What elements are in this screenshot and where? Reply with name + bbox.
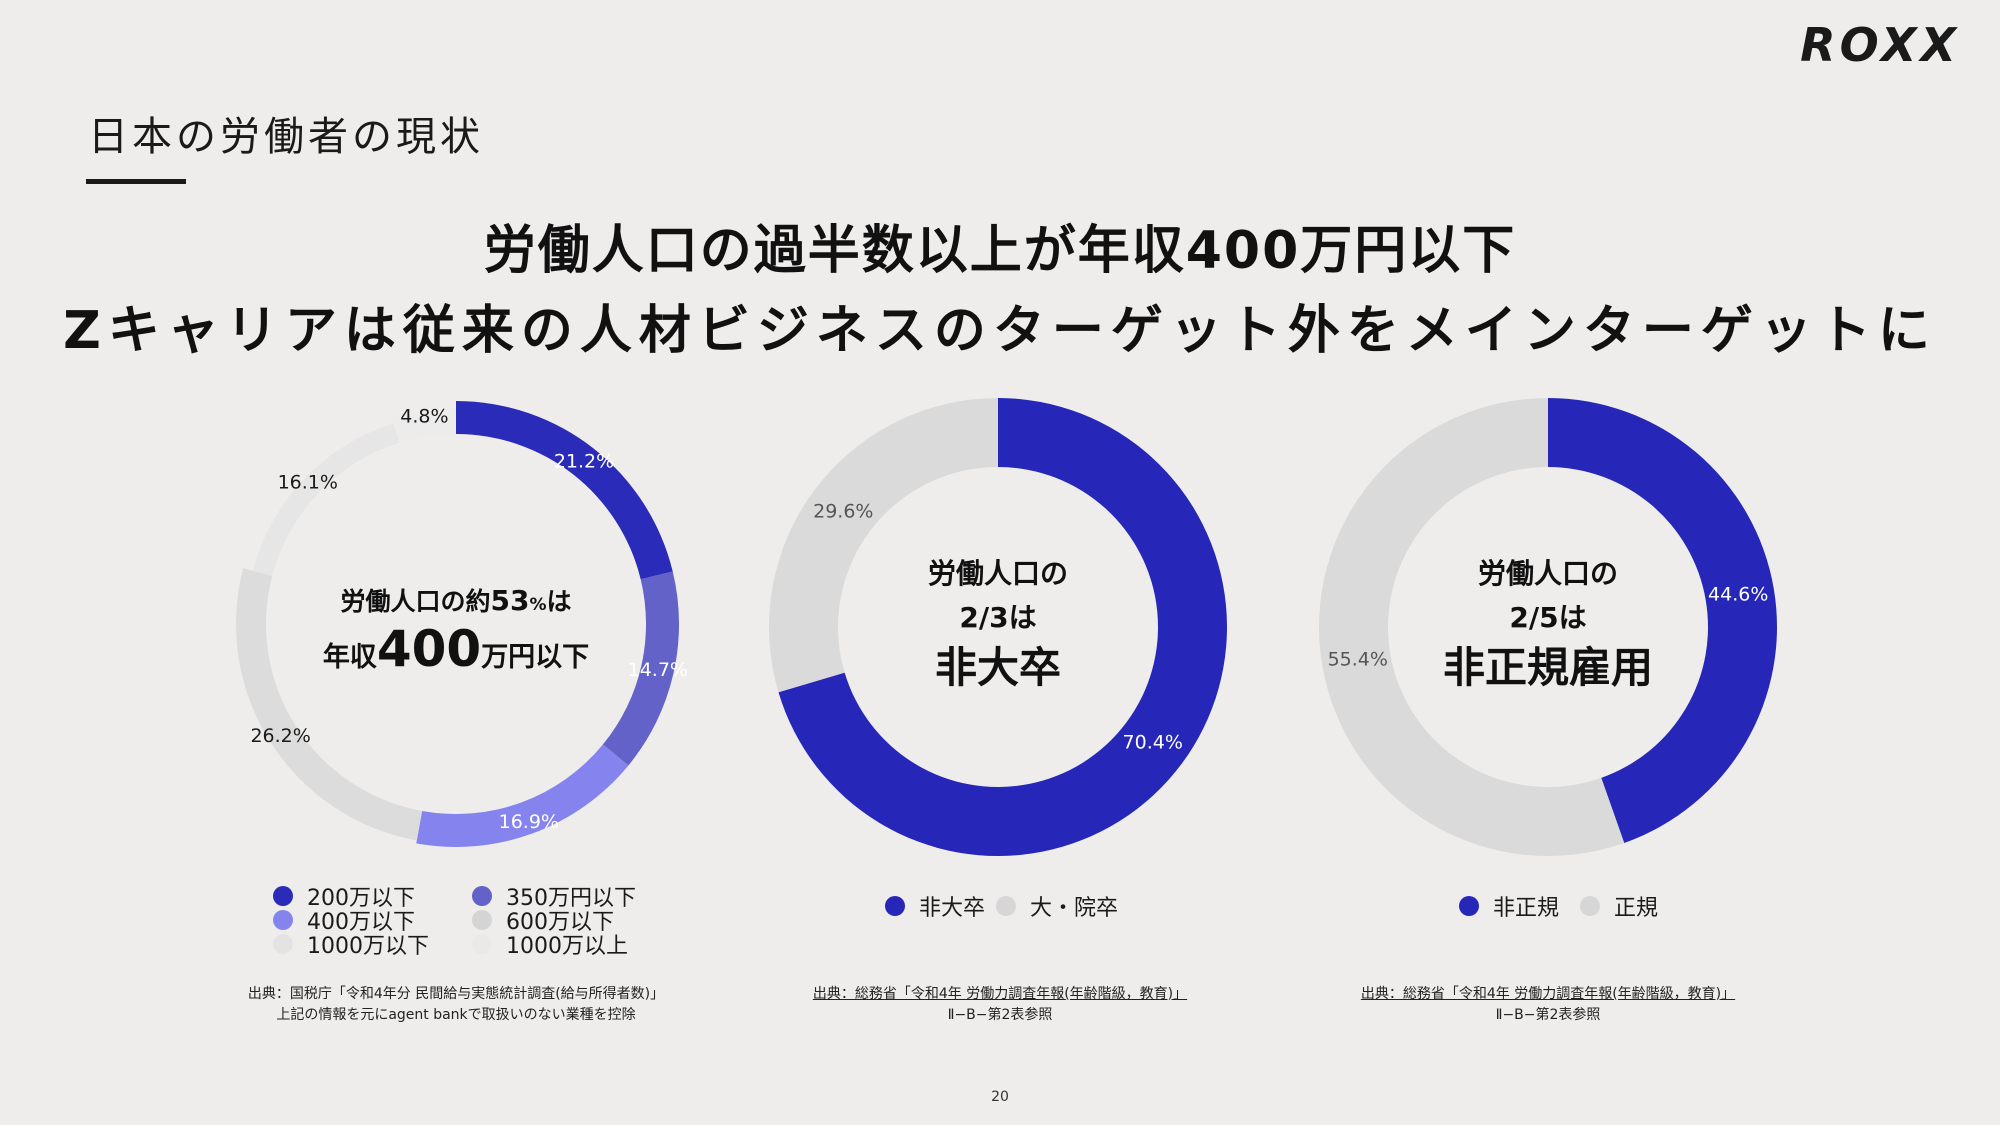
legend-swatch	[1459, 896, 1479, 916]
income-slice-2	[416, 744, 629, 847]
education-center-line-2: 2/3は	[959, 601, 1037, 634]
legend-item-income-350: 350万円以下	[472, 884, 636, 911]
employment-slice-1	[1319, 398, 1625, 856]
income-slice-label-0: 21.2%	[554, 450, 614, 472]
legend-label: 200万以下	[307, 886, 415, 911]
income-source-line-2: 上記の情報を元にagent bankで取扱いのない業種を控除	[276, 1007, 636, 1023]
employment-center-line-2: 2/5は	[1509, 601, 1587, 634]
income-center-particle: は	[546, 587, 572, 616]
education-slice-label-0: 70.4%	[1123, 731, 1183, 753]
employment-center-line-3: 非正規雇用	[1442, 643, 1653, 692]
income-center-percent-sign: %	[529, 595, 547, 615]
education-slice-label-1: 29.6%	[813, 501, 873, 523]
legend-label: 非正規	[1493, 896, 1560, 921]
legend-swatch	[472, 934, 492, 954]
legend-item-income-1000: 1000万以下	[273, 932, 429, 959]
legend-item-income-400: 400万以下	[273, 908, 415, 935]
legend-item-non-graduate: 非大卒	[885, 894, 985, 921]
education-source-line-2: Ⅱ−B−第2表参照	[947, 1007, 1053, 1023]
legend-swatch	[273, 886, 293, 906]
education-donut-center-text: 労働人口の 2/3は 非大卒	[840, 552, 1156, 696]
education-source-link[interactable]: 出典：総務省「令和4年 労働力調査年報(年齢階級，教育)」	[812, 986, 1188, 1002]
page-number: 20	[991, 1089, 1009, 1105]
headline-line-2: Zキャリアは従来の人材ビジネスのターゲット外をメインターゲットに	[63, 301, 1937, 361]
income-slice-label-2: 16.9%	[499, 811, 559, 833]
education-slice-1	[769, 398, 998, 693]
legend-swatch	[273, 934, 293, 954]
legend-swatch	[996, 896, 1016, 916]
income-slice-1	[602, 571, 679, 766]
income-center-prefix: 労働人口の約	[340, 587, 491, 616]
legend-swatch	[472, 910, 492, 930]
legend-item-graduate: 大・院卒	[996, 894, 1118, 921]
legend-item-non-regular: 非正規	[1459, 894, 1559, 921]
income-center-percent-value: 53	[490, 584, 530, 617]
income-slice-label-5: 4.8%	[400, 405, 448, 427]
legend-label: 600万以下	[506, 910, 614, 935]
roxx-logo: ROXX	[1800, 18, 1960, 72]
income-slice-0	[456, 401, 673, 580]
employment-slice-label-1: 55.4%	[1328, 649, 1388, 671]
legend-label: 1000万以上	[506, 934, 628, 959]
income-slice-5	[392, 409, 456, 443]
income-slice-label-1: 14.7%	[628, 659, 688, 681]
legend-swatch	[1580, 896, 1600, 916]
legend-item-income-200: 200万以下	[273, 884, 415, 911]
headline-line-1: 労働人口の過半数以上が年収400万円以下	[483, 221, 1517, 281]
legend-swatch	[273, 910, 293, 930]
income-slice-label-3: 26.2%	[250, 725, 310, 747]
employment-center-line-1: 労働人口の	[1477, 557, 1618, 590]
income-slice-3	[235, 568, 423, 841]
income-center-line-2: 年収400万円以下	[300, 620, 612, 678]
education-source-note: 出典：総務省「令和4年 労働力調査年報(年齢階級，教育)」 Ⅱ−B−第2表参照	[700, 984, 1300, 1026]
income-center-line-1: 労働人口の約53%は	[300, 582, 612, 618]
legend-item-income-600: 600万以下	[472, 908, 614, 935]
legend-label: 350万円以下	[506, 886, 636, 911]
employment-slice-0	[1548, 398, 1778, 843]
legend-swatch	[885, 896, 905, 916]
income-source-note: 出典：国税庁「令和4年分 民間給与実態統計調査(給与所得者数)」 上記の情報を元…	[156, 984, 756, 1026]
section-title: 日本の労働者の現状	[88, 114, 484, 160]
legend-swatch	[472, 886, 492, 906]
legend-label: 非大卒	[919, 896, 986, 921]
income-slice-label-4: 16.1%	[278, 471, 338, 493]
education-center-line-1: 労働人口の	[927, 557, 1068, 590]
employment-source-line-2: Ⅱ−B−第2表参照	[1495, 1007, 1601, 1023]
employment-source-link[interactable]: 出典：総務省「令和4年 労働力調査年報(年齢階級，教育)」	[1360, 986, 1736, 1002]
legend-label: 400万以下	[307, 910, 415, 935]
legend-label: 大・院卒	[1030, 896, 1119, 921]
legend-label: 正規	[1614, 896, 1659, 921]
employment-slice-label-0: 44.6%	[1708, 583, 1768, 605]
legend-item-regular: 正規	[1580, 894, 1658, 921]
income-center-amount: 400	[376, 620, 482, 678]
income-slice-4	[252, 423, 400, 576]
education-center-line-3: 非大卒	[934, 643, 1061, 692]
employment-source-note: 出典：総務省「令和4年 労働力調査年報(年齢階級，教育)」 Ⅱ−B−第2表参照	[1248, 984, 1848, 1026]
section-title-underline	[86, 179, 186, 184]
legend-label: 1000万以下	[307, 934, 429, 959]
income-center-label-b: 万円以下	[481, 642, 590, 673]
income-source-line-1: 出典：国税庁「令和4年分 民間給与実態統計調査(給与所得者数)」	[247, 986, 665, 1002]
income-center-label-a: 年収	[322, 642, 377, 673]
education-slice-0	[778, 398, 1227, 857]
legend-item-income-over-1000: 1000万以上	[472, 932, 628, 959]
employment-donut-center-text: 労働人口の 2/5は 非正規雇用	[1390, 552, 1706, 696]
income-donut-center-text: 労働人口の約53%は 年収400万円以下	[300, 582, 612, 678]
